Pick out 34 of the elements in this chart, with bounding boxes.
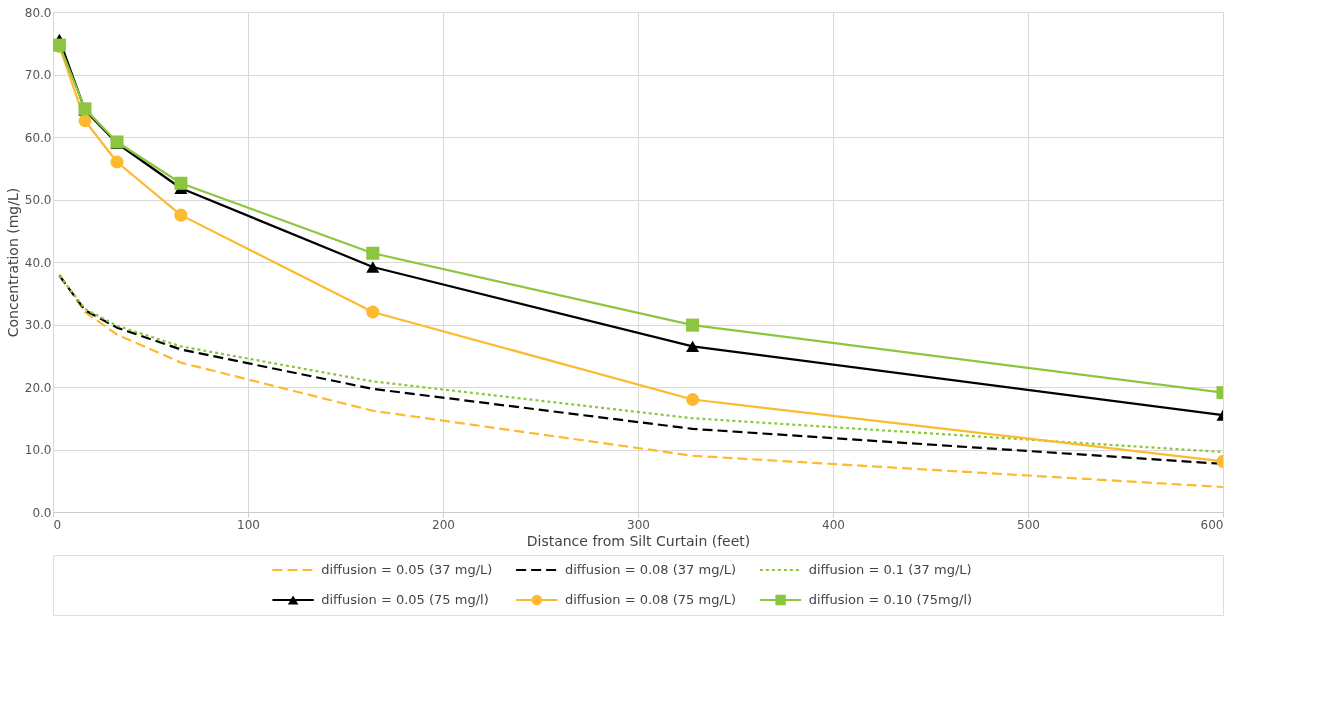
x-tick-label: 200 [432,517,455,532]
y-tick-label: 30.0 [24,318,52,332]
y-tick-label: 60.0 [24,130,52,145]
legend-label: diffusion = 0.10 (75mg/l) [808,592,973,607]
y-tick-label: 50.0 [24,193,52,207]
point [110,155,124,169]
y-tick-label: 80.0 [24,5,52,20]
x-tick-label: 300 [627,517,650,532]
y-tick-label: 10.0 [24,443,52,457]
x-tick-label: 0 [53,517,62,532]
point [366,246,380,260]
y-tick-label: 20.0 [24,380,52,395]
x-tick-label: 400 [822,517,845,532]
y-axis-title: Concentration (mg/L) [4,187,21,338]
x-axis-title: Distance from Silt Curtain (feet) [526,532,751,549]
y-tick-label: 0.0 [32,505,52,520]
y-tick-label: 40.0 [24,255,52,270]
point [174,176,188,190]
legend-label: diffusion = 0.05 (37 mg/L) [321,562,493,577]
point [78,114,92,128]
point [174,208,188,222]
x-tick-label: 100 [237,517,260,532]
legend-label: diffusion = 0.1 (37 mg/L) [808,562,972,577]
point [366,305,380,319]
point [686,340,700,353]
legend-label: diffusion = 0.08 (75 mg/L) [564,592,737,607]
y-tick-label: 70.0 [24,68,52,82]
point [686,318,700,332]
x-tick-label: 500 [1017,517,1040,532]
x-tick-label: 600 [1200,517,1224,532]
legend-label: diffusion = 0.08 (37 mg/L) [564,562,737,577]
point [686,392,700,407]
legend-label: diffusion = 0.05 (75 mg/l) [321,592,489,607]
point [366,261,380,273]
